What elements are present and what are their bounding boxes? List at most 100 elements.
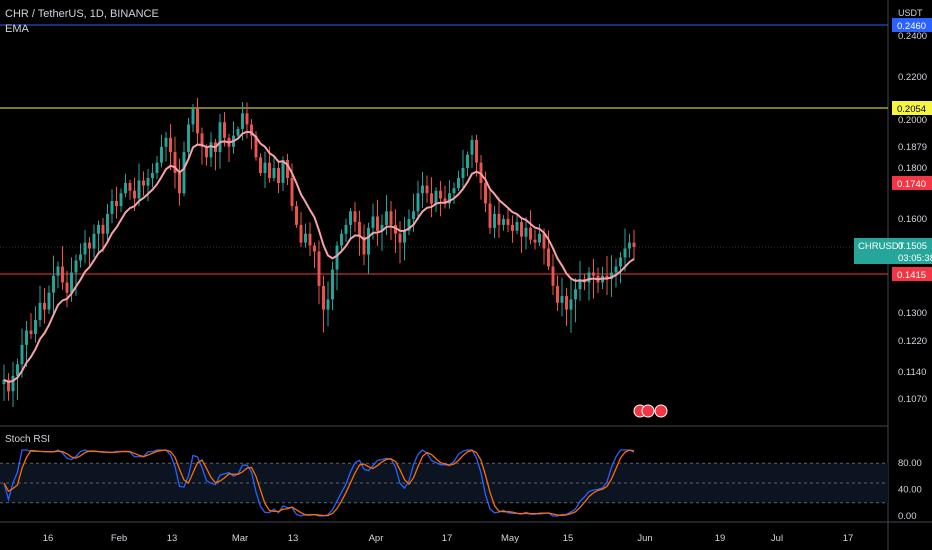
candle-body [119,193,123,207]
candle-body [146,178,150,186]
candle-body [25,330,28,345]
candle-body [65,282,69,293]
chrusdt-badge-countdown: 03:05:38 [898,253,932,264]
candle-body [115,201,118,207]
candle-body [286,160,289,178]
candle-body [61,266,64,283]
candle-body [520,221,523,237]
candle-body [551,266,555,286]
candle-body [128,183,132,191]
candle-body [155,162,159,173]
candle-body [470,140,474,155]
candle-body [173,152,177,173]
candle-body [533,239,537,243]
candle-body [133,190,136,199]
candle-body [205,146,208,158]
candle-body [457,178,460,189]
time-tick-label: Apr [369,533,384,544]
price-tick-label: 0.1300 [898,308,927,319]
price-tick-label: 0.1070 [898,394,927,405]
stoch-tick-label: 0.00 [898,511,917,522]
time-tick-label: 16 [43,533,54,544]
candle-body [331,269,334,300]
candle-body [88,242,91,249]
time-tick-label: 17 [843,533,854,544]
candle-body [70,272,73,293]
candle-body [52,275,55,293]
price-tick-label: 0.2400 [898,31,927,42]
candle-body [74,260,78,273]
candle-body [632,242,636,247]
candle-body [592,272,595,276]
candle-body [236,128,240,136]
candle-body [16,364,19,376]
candle-body [556,285,559,303]
candle-body [610,272,613,280]
stoch-rsi-label[interactable]: Stoch RSI [5,434,51,445]
currency-label: USDT [898,8,923,18]
candle-body [475,140,478,163]
candle-body [628,242,631,249]
candle-body [79,254,82,261]
candle-body [83,242,87,255]
price-badge-label: 0.1740 [897,179,926,190]
candle-body [29,330,33,334]
candle-body [353,211,357,222]
candle-body [254,135,258,158]
candle-body [160,146,163,163]
price-tick-label: 0.1220 [898,336,927,347]
candle-body [245,113,249,125]
chrusdt-badge-symbol: CHRUSDT [858,241,905,252]
candle-body [250,124,253,136]
price-tick-label: 0.1800 [898,163,927,174]
time-tick-label: 13 [167,533,178,544]
candle-body [623,248,627,258]
candle-body [322,285,325,310]
candle-body [542,233,546,249]
candle-body [272,168,276,178]
candle-body [106,213,109,234]
candle-body [407,219,411,231]
price-tick-label: 0.2200 [898,72,927,83]
candle-body [335,245,339,270]
candle-body [371,216,375,228]
price-badge-label: 0.2460 [897,21,926,32]
candle-body [493,213,496,228]
time-tick-label: 17 [442,533,453,544]
time-tick-label: 19 [715,533,726,544]
time-tick-label: Feb [111,533,127,544]
candle-body [47,292,51,310]
candle-body [416,193,420,212]
candle-body [425,185,429,194]
candle-body [34,320,37,334]
price-badge [892,18,932,32]
candle-body [358,221,361,237]
candle-body [340,233,343,246]
candle-body [209,142,213,158]
time-tick-label: Mar [232,533,248,544]
candle-body [605,275,609,280]
chrusdt-price-badge [854,238,932,264]
candle-body [38,302,42,320]
candle-body [403,230,406,243]
candle-body [443,198,447,204]
candle-body [394,224,397,234]
price-tick-label: 0.2000 [898,115,927,126]
chrusdt-badge-value: 0.1505 [898,241,927,252]
price-badge [892,176,932,190]
candle-body [299,224,303,243]
candle-body [164,137,168,147]
candle-body [304,233,307,243]
candle-body [614,266,618,273]
candle-body [344,224,348,234]
candle-body [389,211,393,225]
symbol-title: CHR / TetherUS, 1D, BINANCE [5,8,159,20]
stoch-tick-label: 40.00 [898,485,922,496]
ema-line [3,130,635,384]
candle-body [376,216,379,231]
event-marker-icon [641,404,655,418]
ema-indicator-label[interactable]: EMA [5,23,29,35]
candle-body [565,296,568,310]
candle-body [452,188,456,194]
